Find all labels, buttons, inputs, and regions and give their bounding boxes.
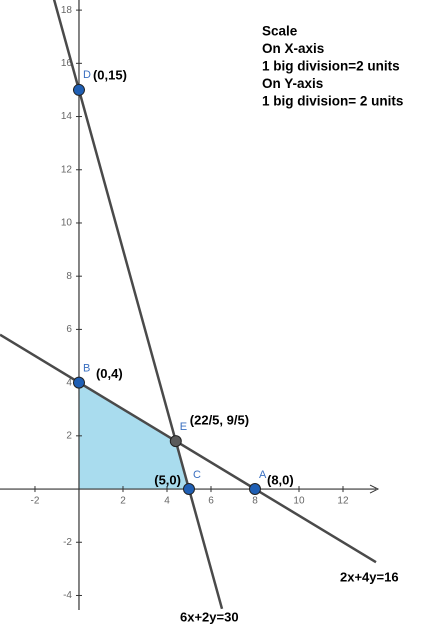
point-label: (0,4) — [96, 366, 123, 381]
x-tick-label: 8 — [252, 496, 258, 507]
point — [72, 83, 85, 96]
point — [169, 435, 182, 448]
point — [248, 483, 261, 496]
x-tick-label: 12 — [337, 496, 349, 507]
y-tick-label: 8 — [66, 271, 72, 282]
x-tick-label: -2 — [31, 496, 40, 507]
y-tick-label: 12 — [61, 164, 73, 175]
y-tick-label: 6 — [66, 324, 72, 335]
point-label: (8,0) — [267, 472, 294, 487]
scale-note: 1 big division= 2 units — [262, 94, 403, 109]
y-tick-label: 10 — [61, 218, 73, 229]
scale-note: Scale — [262, 24, 298, 39]
scale-note: 1 big division=2 units — [262, 59, 400, 74]
y-tick-label: 16 — [61, 58, 73, 69]
point-label: (5,0) — [154, 472, 181, 487]
y-tick-label: -2 — [63, 537, 72, 548]
point-letter: E — [180, 421, 187, 433]
point — [72, 376, 85, 389]
constraint-line — [52, 0, 224, 610]
x-tick-label: 4 — [164, 496, 170, 507]
line-label: 2x+4y=16 — [340, 569, 399, 584]
y-tick-label: -4 — [63, 590, 72, 601]
line-label: 6x+2y=30 — [180, 609, 239, 624]
point-letter: B — [83, 363, 90, 375]
y-tick-label: 18 — [61, 5, 73, 16]
constraint-line — [0, 333, 377, 564]
x-axis-arrow — [369, 484, 380, 494]
point — [182, 483, 195, 496]
point-label: (0,15) — [93, 67, 127, 82]
scale-note: On X-axis — [262, 41, 324, 56]
x-tick-label: 2 — [120, 496, 126, 507]
scale-note: On Y-axis — [262, 76, 323, 91]
x-tick-label: 10 — [293, 496, 305, 507]
x-tick-label: 6 — [208, 496, 214, 507]
point-letter: C — [193, 469, 201, 481]
point-label: (22/5, 9/5) — [190, 413, 249, 428]
y-tick-label: 4 — [66, 377, 72, 388]
point-letter: D — [83, 69, 91, 81]
y-tick-label: 2 — [66, 430, 72, 441]
point-letter: A — [259, 469, 267, 481]
feasible-region — [78, 382, 189, 490]
y-tick-label: 14 — [61, 111, 73, 122]
